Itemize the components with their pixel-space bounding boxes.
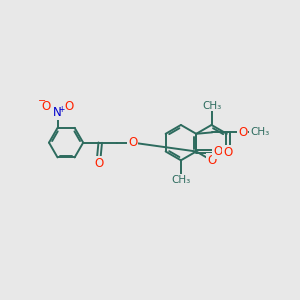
Text: CH₃: CH₃	[202, 100, 221, 110]
Text: +: +	[58, 104, 65, 113]
Text: N: N	[53, 106, 62, 119]
Text: O: O	[223, 146, 232, 159]
Text: O: O	[207, 154, 216, 167]
Text: CH₃: CH₃	[250, 127, 269, 137]
Text: O: O	[128, 136, 137, 149]
Text: O: O	[238, 126, 248, 139]
Text: O: O	[42, 100, 51, 112]
Text: O: O	[213, 145, 223, 158]
Text: O: O	[64, 100, 74, 112]
Text: −: −	[38, 96, 46, 106]
Text: O: O	[94, 157, 104, 170]
Text: CH₃: CH₃	[171, 175, 190, 185]
